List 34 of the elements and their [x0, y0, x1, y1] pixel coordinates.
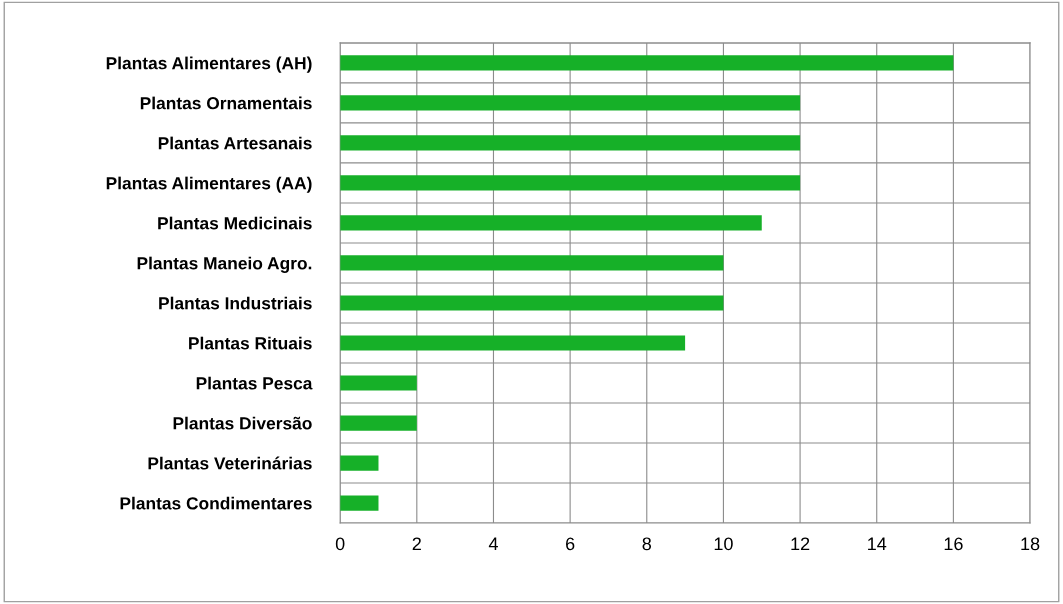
- x-tick-label: 16: [944, 537, 963, 551]
- y-tick-label: Plantas Medicinais: [158, 216, 312, 230]
- y-tick-label: Plantas Industriais: [159, 296, 312, 310]
- bar: [340, 335, 686, 351]
- y-tick-label: Plantas Alimentares (AA): [106, 176, 312, 193]
- y-tick-label: Plantas Pesca: [196, 376, 313, 390]
- bar: [340, 415, 417, 431]
- y-tick-label: Plantas Maneio Agro.: [137, 256, 312, 273]
- bar: [340, 375, 417, 391]
- y-tick-label: Plantas Artesanais: [158, 136, 312, 150]
- y-tick-label: Plantas Diversão: [173, 416, 312, 430]
- x-tick-label: 0: [335, 537, 345, 551]
- y-tick-label: Plantas Rituais: [189, 336, 312, 350]
- y-tick-label: Plantas Ornamentais: [140, 96, 312, 110]
- bar: [340, 255, 724, 271]
- bar: [340, 55, 954, 71]
- x-tick-label: 10: [714, 537, 733, 551]
- x-tick-label: 2: [412, 537, 421, 551]
- x-tick-label: 6: [566, 537, 575, 551]
- y-tick-label: Plantas Condimentares: [120, 496, 312, 510]
- bar: [340, 135, 801, 151]
- bar: [340, 295, 724, 311]
- bar: [340, 175, 801, 191]
- y-tick-label: Plantas Veterinárias: [148, 456, 312, 470]
- bar: [340, 455, 379, 471]
- x-tick-label: 12: [791, 537, 810, 551]
- x-tick-label: 14: [868, 537, 887, 551]
- x-tick-label: 8: [642, 537, 652, 551]
- y-tick-label: Plantas Alimentares (AH): [106, 56, 312, 73]
- x-tick-label: 18: [1021, 537, 1040, 551]
- bar: [340, 215, 762, 231]
- x-tick-label: 4: [488, 537, 498, 551]
- bar: [340, 495, 379, 511]
- bar: [340, 95, 801, 111]
